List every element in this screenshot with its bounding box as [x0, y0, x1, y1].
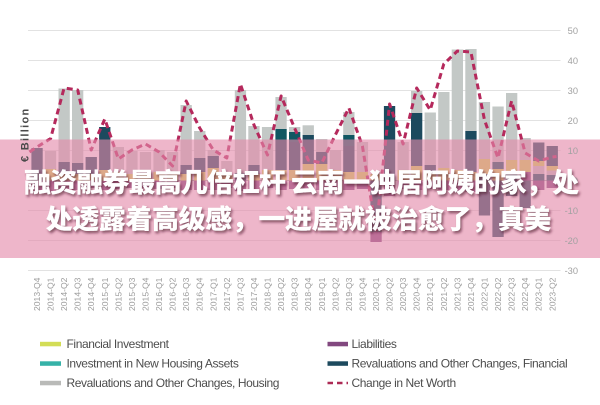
svg-text:2019-Q3: 2019-Q3 — [344, 277, 354, 311]
svg-text:2016-Q3: 2016-Q3 — [181, 277, 191, 311]
svg-text:2021-Q4: 2021-Q4 — [466, 277, 476, 311]
svg-text:50: 50 — [568, 26, 578, 36]
svg-text:2017-Q4: 2017-Q4 — [249, 277, 259, 311]
svg-text:2016-Q2: 2016-Q2 — [168, 277, 178, 311]
svg-text:2023-Q2: 2023-Q2 — [547, 277, 557, 311]
svg-text:2018-Q1: 2018-Q1 — [263, 277, 273, 311]
svg-text:2021-Q3: 2021-Q3 — [452, 277, 462, 311]
svg-text:2018-Q4: 2018-Q4 — [303, 277, 313, 311]
svg-text:2017-Q3: 2017-Q3 — [235, 277, 245, 311]
svg-text:2022-Q1: 2022-Q1 — [480, 277, 490, 311]
svg-text:Change in Net Worth: Change in Net Worth — [352, 376, 456, 390]
svg-text:2016-Q4: 2016-Q4 — [195, 277, 205, 311]
svg-text:2019-Q2: 2019-Q2 — [330, 277, 340, 311]
svg-text:2022-Q2: 2022-Q2 — [493, 277, 503, 311]
svg-text:2017-Q1: 2017-Q1 — [208, 277, 218, 311]
svg-text:2021-Q1: 2021-Q1 — [425, 277, 435, 311]
svg-text:Revaluations and Other Changes: Revaluations and Other Changes, Financia… — [352, 357, 568, 371]
svg-text:2022-Q3: 2022-Q3 — [507, 277, 517, 311]
svg-text:10: 10 — [568, 146, 578, 156]
svg-text:2014-Q1: 2014-Q1 — [46, 277, 56, 311]
svg-text:2023-Q1: 2023-Q1 — [534, 277, 544, 311]
svg-text:2017-Q2: 2017-Q2 — [222, 277, 232, 311]
svg-text:2016-Q1: 2016-Q1 — [154, 277, 164, 311]
svg-text:Revaluations and Other Changes: Revaluations and Other Changes, Housing — [67, 376, 280, 390]
svg-text:2014-Q2: 2014-Q2 — [59, 277, 69, 311]
svg-text:2014-Q3: 2014-Q3 — [73, 277, 83, 311]
svg-text:30: 30 — [568, 86, 578, 96]
svg-text:2019-Q1: 2019-Q1 — [317, 277, 327, 311]
svg-text:2013-Q4: 2013-Q4 — [32, 277, 42, 311]
svg-text:2020-Q1: 2020-Q1 — [371, 277, 381, 311]
svg-text:2022-Q4: 2022-Q4 — [520, 277, 530, 311]
svg-text:-10: -10 — [565, 206, 578, 216]
svg-text:2015-Q3: 2015-Q3 — [127, 277, 137, 311]
svg-text:2019-Q4: 2019-Q4 — [357, 277, 367, 311]
svg-text:2015-Q2: 2015-Q2 — [113, 277, 123, 311]
svg-text:2018-Q2: 2018-Q2 — [276, 277, 286, 311]
svg-text:2020-Q4: 2020-Q4 — [412, 277, 422, 311]
svg-text:40: 40 — [568, 56, 578, 66]
svg-text:2015-Q4: 2015-Q4 — [141, 277, 151, 311]
svg-text:-20: -20 — [565, 236, 578, 246]
svg-text:€ Billion: € Billion — [20, 108, 32, 162]
svg-text:2021-Q2: 2021-Q2 — [439, 277, 449, 311]
svg-text:2018-Q3: 2018-Q3 — [290, 277, 300, 311]
svg-text:2020-Q3: 2020-Q3 — [398, 277, 408, 311]
svg-text:2020-Q2: 2020-Q2 — [385, 277, 395, 311]
svg-text:Liabilities: Liabilities — [352, 337, 397, 351]
svg-text:2015-Q1: 2015-Q1 — [100, 277, 110, 311]
svg-text:2014-Q4: 2014-Q4 — [86, 277, 96, 311]
svg-text:Investment in New Housing Asse: Investment in New Housing Assets — [67, 357, 239, 371]
svg-text:20: 20 — [568, 116, 578, 126]
svg-text:Financial Investment: Financial Investment — [67, 337, 170, 351]
svg-text:-30: -30 — [565, 266, 578, 276]
